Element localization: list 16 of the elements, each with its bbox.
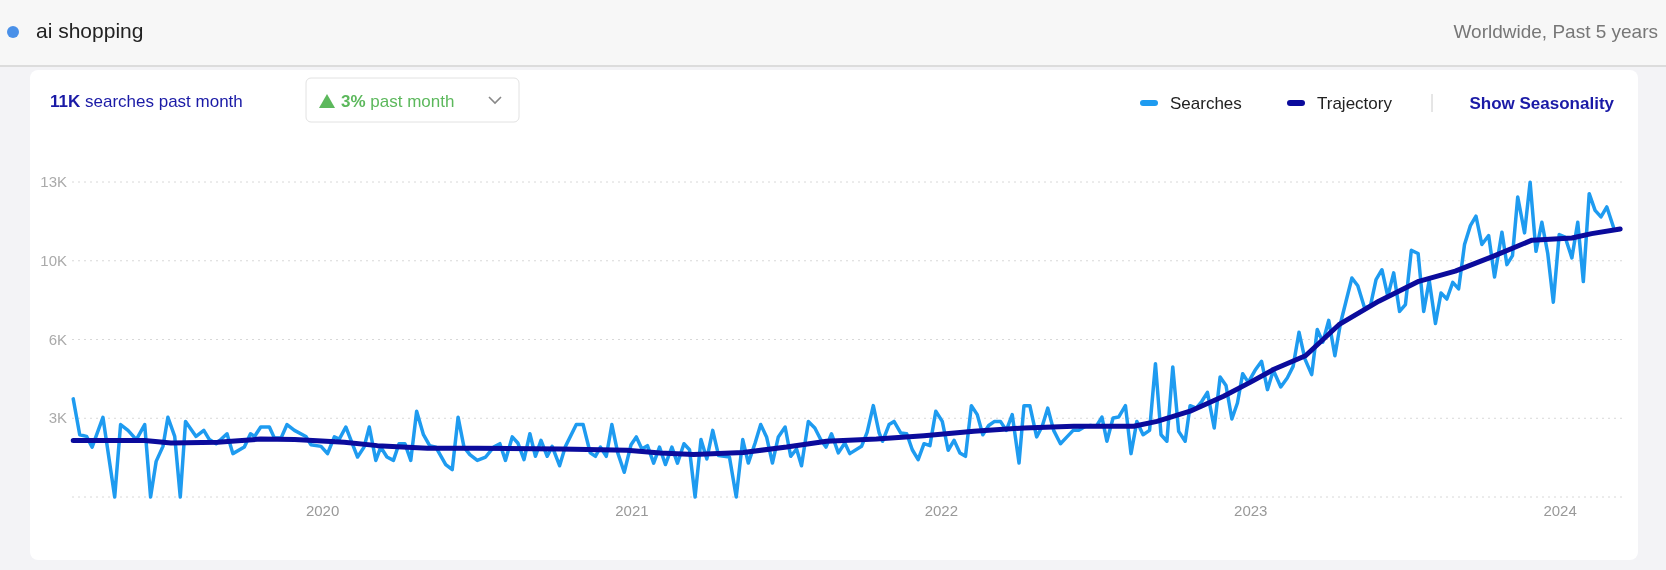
text: Show Seasonality bbox=[1469, 94, 1615, 113]
x-tick-label: 2021 bbox=[615, 502, 649, 519]
legend-label: Searches bbox=[1170, 94, 1242, 113]
chart-subtitle: Worldwide, Past 5 years bbox=[1453, 21, 1658, 42]
text: 11K searches past month bbox=[50, 92, 243, 111]
y-tick-label: 3K bbox=[48, 409, 67, 427]
x-tick-label: 2020 bbox=[305, 502, 340, 519]
y-tick-label: 6K bbox=[48, 330, 67, 348]
text: 3% past month bbox=[341, 92, 455, 111]
legend-label: Trajectory bbox=[1317, 94, 1393, 113]
y-tick-label: 10K bbox=[40, 251, 67, 269]
x-tick-label: 2022 bbox=[924, 502, 959, 519]
y-tick-label: 13K bbox=[40, 173, 67, 190]
chart-title: ai shopping bbox=[36, 19, 144, 42]
x-tick-label: 2024 bbox=[1543, 502, 1577, 519]
x-tick-label: 2023 bbox=[1234, 502, 1268, 519]
